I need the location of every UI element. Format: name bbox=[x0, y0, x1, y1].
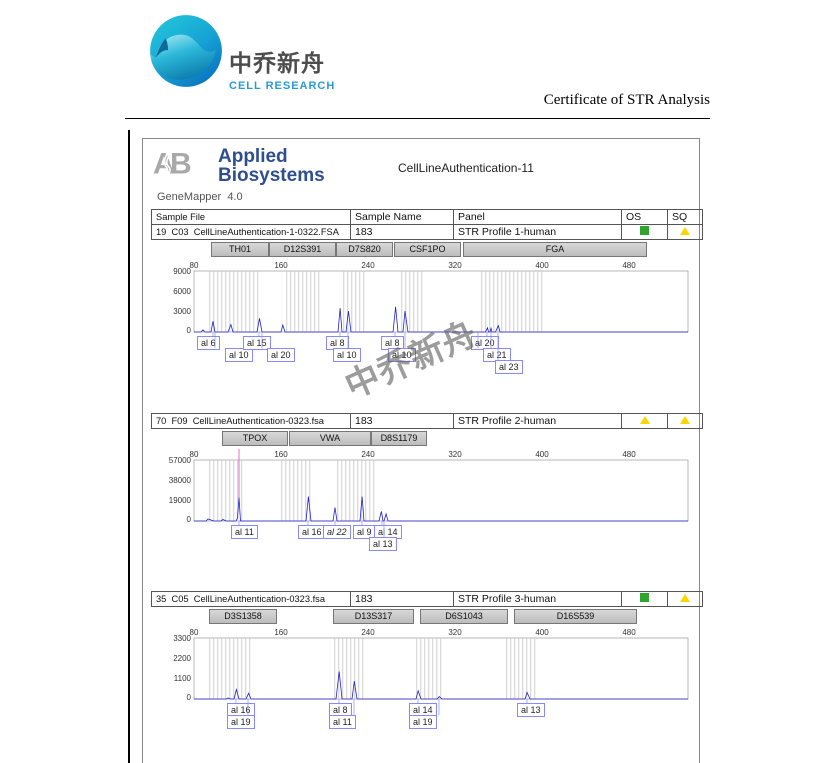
svg-text:160: 160 bbox=[274, 261, 288, 270]
svg-text:240: 240 bbox=[361, 628, 375, 637]
svg-text:6000: 6000 bbox=[173, 287, 191, 296]
svg-text:38000: 38000 bbox=[169, 476, 192, 485]
svg-text:1100: 1100 bbox=[174, 674, 192, 683]
svg-text:2200: 2200 bbox=[173, 654, 191, 663]
svg-text:9000: 9000 bbox=[173, 267, 191, 276]
svg-text:160: 160 bbox=[274, 628, 288, 637]
svg-text:480: 480 bbox=[622, 450, 636, 459]
svg-text:400: 400 bbox=[535, 450, 549, 459]
svg-text:320: 320 bbox=[448, 450, 462, 459]
svg-text:160: 160 bbox=[274, 450, 288, 459]
svg-text:19000: 19000 bbox=[169, 496, 192, 505]
svg-text:320: 320 bbox=[448, 628, 462, 637]
svg-text:320: 320 bbox=[448, 261, 462, 270]
svg-text:480: 480 bbox=[622, 628, 636, 637]
svg-text:3000: 3000 bbox=[173, 307, 191, 316]
svg-text:B: B bbox=[170, 147, 192, 180]
svg-text:240: 240 bbox=[361, 450, 375, 459]
svg-text:3300: 3300 bbox=[173, 634, 191, 643]
svg-text:480: 480 bbox=[622, 261, 636, 270]
svg-text:240: 240 bbox=[361, 261, 375, 270]
svg-text:57000: 57000 bbox=[169, 456, 192, 465]
svg-text:400: 400 bbox=[535, 261, 549, 270]
svg-text:400: 400 bbox=[535, 628, 549, 637]
